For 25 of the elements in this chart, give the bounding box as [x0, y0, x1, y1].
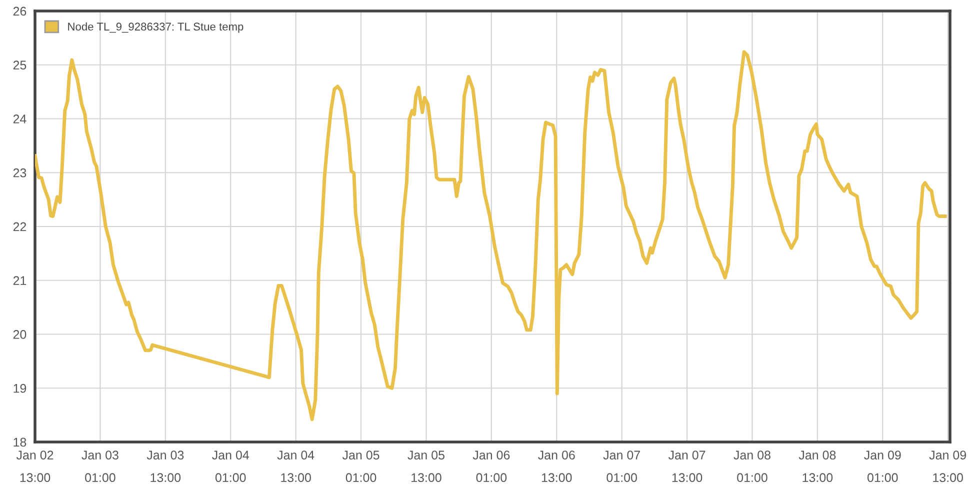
y-tick-label: 24: [13, 114, 26, 124]
y-tick-label: 18: [14, 438, 26, 447]
x-tick-label: Jan 03 13:00: [146, 450, 184, 482]
y-tick-label: 25: [13, 60, 26, 70]
y-tick-label: 19: [14, 384, 26, 393]
y-tick-label: 23: [13, 168, 26, 178]
x-tick-label: Jan 04 13:00: [277, 450, 314, 482]
x-tick-label: Jan 06 01:00: [472, 450, 510, 482]
x-tick-label: Jan 05 01:00: [342, 450, 380, 482]
legend-label: Node TL_9_9286337: TL Stue temp: [68, 22, 244, 33]
y-tick-label: 20: [13, 330, 26, 339]
x-tick-label: Jan 03 01:00: [82, 450, 118, 482]
x-tick-label: Jan 07 01:00: [603, 450, 640, 482]
x-tick-label: Jan 08 01:00: [734, 450, 770, 482]
x-tick-label: Jan 09 01:00: [864, 450, 901, 482]
x-tick-label: Jan 06 13:00: [538, 450, 575, 482]
x-tick-label: Jan 07 13:00: [668, 450, 706, 482]
x-tick-label: Jan 09 13:00: [929, 450, 966, 482]
x-tick-label: Jan 04 01:00: [212, 450, 250, 482]
x-tick-label: Jan 02 13:00: [16, 450, 54, 482]
x-tick-label: Jan 05 13:00: [408, 450, 444, 482]
y-tick-label: 26: [13, 6, 26, 16]
y-tick-label: 22: [13, 222, 26, 232]
x-tick-label: Jan 08 13:00: [798, 450, 836, 482]
y-tick-label: 21: [13, 276, 26, 285]
